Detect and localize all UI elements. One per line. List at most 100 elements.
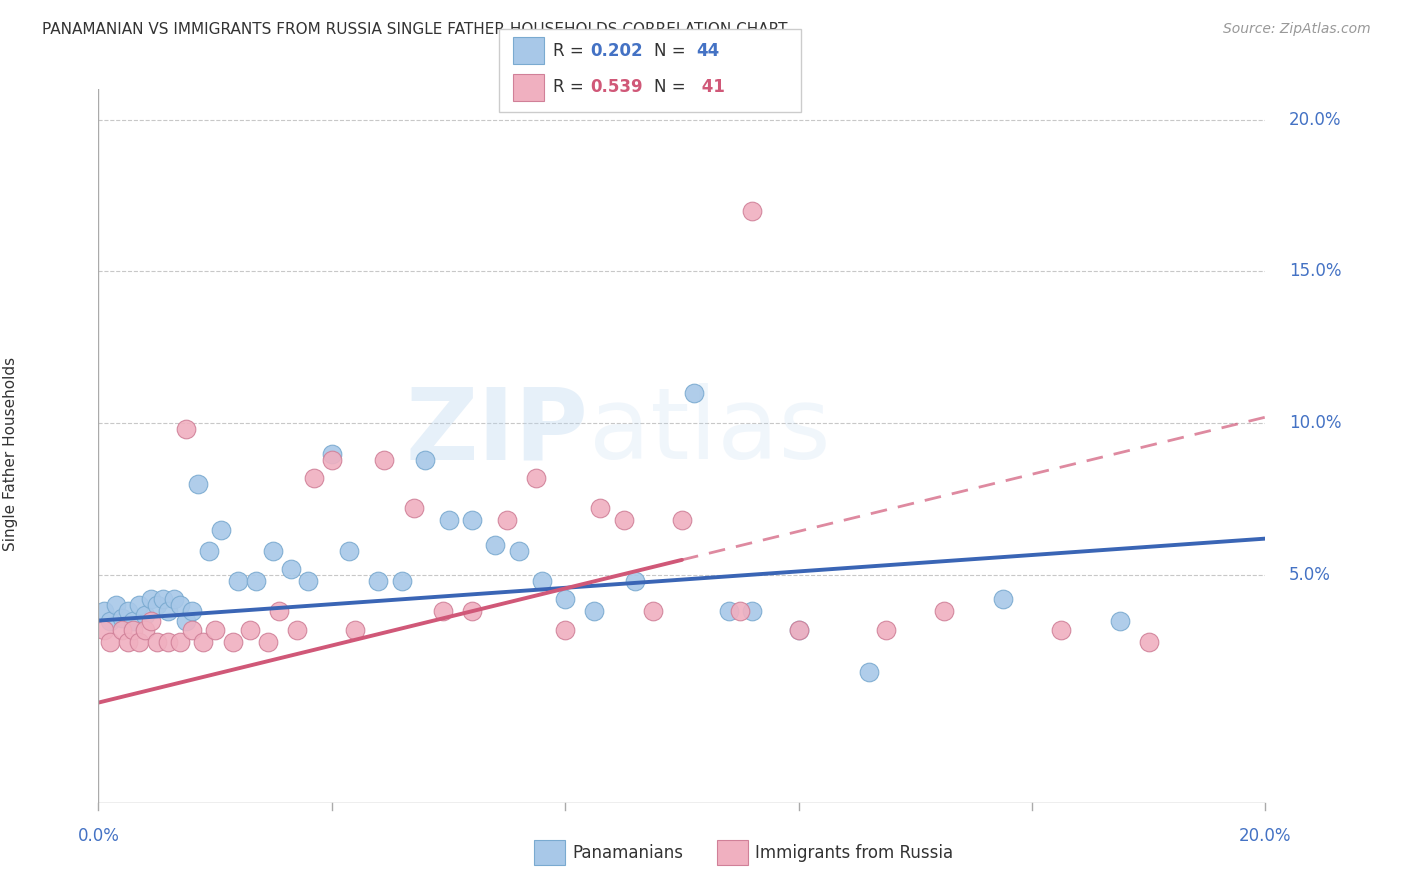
Point bbox=[221, 635, 243, 649]
Point bbox=[285, 623, 308, 637]
Text: N =: N = bbox=[654, 42, 690, 60]
Point bbox=[461, 605, 484, 619]
Point bbox=[180, 623, 202, 637]
Text: 20.0%: 20.0% bbox=[1239, 827, 1292, 845]
Point bbox=[280, 562, 302, 576]
Text: 44: 44 bbox=[696, 42, 720, 60]
Point bbox=[624, 574, 647, 588]
Point bbox=[344, 623, 367, 637]
Point bbox=[741, 203, 763, 218]
Point bbox=[373, 452, 395, 467]
Point bbox=[1137, 635, 1160, 649]
Text: Source: ZipAtlas.com: Source: ZipAtlas.com bbox=[1223, 22, 1371, 37]
Point bbox=[554, 623, 576, 637]
Text: R =: R = bbox=[553, 78, 589, 96]
Text: 20.0%: 20.0% bbox=[1289, 111, 1341, 128]
Text: 15.0%: 15.0% bbox=[1289, 262, 1341, 280]
Point bbox=[174, 614, 197, 628]
Point bbox=[157, 635, 180, 649]
Point bbox=[741, 605, 763, 619]
Point bbox=[554, 592, 576, 607]
Point bbox=[180, 605, 202, 619]
Point bbox=[437, 513, 460, 527]
Point bbox=[139, 592, 162, 607]
Text: 0.539: 0.539 bbox=[591, 78, 643, 96]
Point bbox=[321, 452, 343, 467]
Point bbox=[413, 452, 436, 467]
Point bbox=[228, 574, 250, 588]
Text: Single Father Households: Single Father Households bbox=[3, 357, 18, 550]
Point bbox=[152, 592, 174, 607]
Point bbox=[495, 513, 517, 527]
Point bbox=[858, 665, 880, 680]
Point bbox=[209, 523, 232, 537]
Text: 5.0%: 5.0% bbox=[1289, 566, 1330, 584]
Point bbox=[934, 605, 956, 619]
Point bbox=[256, 635, 278, 649]
Point bbox=[157, 605, 180, 619]
Point bbox=[193, 635, 215, 649]
Point bbox=[146, 635, 169, 649]
Point bbox=[671, 513, 693, 527]
Point bbox=[139, 614, 162, 628]
Point bbox=[128, 599, 150, 613]
Point bbox=[612, 513, 634, 527]
Point bbox=[717, 605, 740, 619]
Point bbox=[641, 605, 664, 619]
Text: Immigrants from Russia: Immigrants from Russia bbox=[755, 844, 953, 862]
Point bbox=[239, 623, 262, 637]
Point bbox=[122, 614, 145, 628]
Point bbox=[98, 635, 121, 649]
Point bbox=[367, 574, 389, 588]
Point bbox=[187, 477, 209, 491]
Point bbox=[321, 447, 343, 461]
Point bbox=[787, 623, 810, 637]
Point bbox=[787, 623, 810, 637]
Point bbox=[117, 605, 139, 619]
Point bbox=[146, 599, 169, 613]
Point bbox=[508, 543, 530, 558]
Point bbox=[169, 599, 191, 613]
Point bbox=[111, 610, 134, 624]
Point bbox=[104, 599, 127, 613]
Point bbox=[111, 623, 134, 637]
Text: ZIP: ZIP bbox=[406, 384, 589, 480]
Point bbox=[245, 574, 267, 588]
Point bbox=[991, 592, 1014, 607]
Point bbox=[297, 574, 319, 588]
Point bbox=[402, 501, 425, 516]
Point bbox=[461, 513, 484, 527]
Point bbox=[134, 607, 156, 622]
Text: PANAMANIAN VS IMMIGRANTS FROM RUSSIA SINGLE FATHER HOUSEHOLDS CORRELATION CHART: PANAMANIAN VS IMMIGRANTS FROM RUSSIA SIN… bbox=[42, 22, 787, 37]
Point bbox=[163, 592, 186, 607]
Point bbox=[432, 605, 454, 619]
Point bbox=[204, 623, 226, 637]
Text: Panamanians: Panamanians bbox=[572, 844, 683, 862]
Point bbox=[583, 605, 606, 619]
Point bbox=[128, 635, 150, 649]
Text: 10.0%: 10.0% bbox=[1289, 414, 1341, 433]
Point bbox=[682, 385, 704, 400]
Text: R =: R = bbox=[553, 42, 589, 60]
Point bbox=[875, 623, 897, 637]
Text: atlas: atlas bbox=[589, 384, 830, 480]
Point bbox=[524, 471, 547, 485]
Point bbox=[337, 543, 360, 558]
Point bbox=[117, 635, 139, 649]
Point bbox=[93, 623, 115, 637]
Point bbox=[1108, 614, 1130, 628]
Point bbox=[1050, 623, 1073, 637]
Point bbox=[589, 501, 612, 516]
Text: N =: N = bbox=[654, 78, 690, 96]
Text: 0.202: 0.202 bbox=[591, 42, 643, 60]
Point bbox=[122, 623, 145, 637]
Point bbox=[304, 471, 326, 485]
Point bbox=[134, 623, 156, 637]
Point bbox=[530, 574, 553, 588]
Text: 0.0%: 0.0% bbox=[77, 827, 120, 845]
Point bbox=[198, 543, 221, 558]
Text: 41: 41 bbox=[696, 78, 725, 96]
Point bbox=[730, 605, 752, 619]
Point bbox=[269, 605, 291, 619]
Point bbox=[169, 635, 191, 649]
